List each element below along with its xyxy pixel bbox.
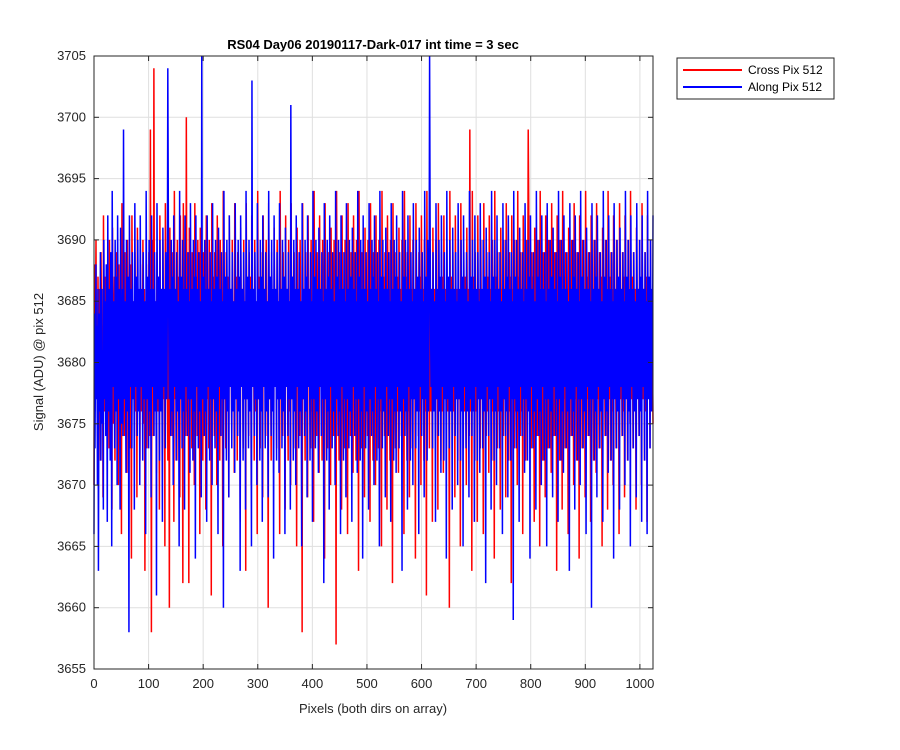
legend-entry-cross-pix-512: Cross Pix 512 <box>748 63 823 77</box>
x-tick-label: 700 <box>465 676 487 691</box>
x-tick-label: 500 <box>356 676 378 691</box>
y-axis-label: Signal (ADU) @ pix 512 <box>31 293 46 431</box>
x-tick-label: 600 <box>411 676 433 691</box>
chart-title: RS04 Day06 20190117-Dark-017 int time = … <box>227 37 519 52</box>
series-line-along-pix-512 <box>93 55 654 633</box>
y-tick-label: 3695 <box>57 171 86 186</box>
x-tick-label: 400 <box>302 676 324 691</box>
x-tick-label: 100 <box>138 676 160 691</box>
y-tick-label: 3690 <box>57 232 86 247</box>
series-group <box>93 55 654 645</box>
y-tick-label: 3670 <box>57 477 86 492</box>
x-axis-label: Pixels (both dirs on array) <box>299 701 447 716</box>
y-tick-label: 3660 <box>57 600 86 615</box>
legend-box <box>676 57 835 100</box>
x-tick-label: 900 <box>574 676 596 691</box>
x-tick-label: 800 <box>520 676 542 691</box>
x-tick-label: 300 <box>247 676 269 691</box>
y-tick-label: 3675 <box>57 416 86 431</box>
y-tick-label: 3685 <box>57 293 86 308</box>
x-tick-label: 200 <box>192 676 214 691</box>
x-tick-label: 1000 <box>625 676 654 691</box>
y-tick-label: 3680 <box>57 355 86 370</box>
legend: Cross Pix 512 Along Pix 512 <box>676 57 835 100</box>
y-tick-label: 3705 <box>57 48 86 63</box>
y-tick-label: 3665 <box>57 538 86 553</box>
x-tick-label: 0 <box>90 676 97 691</box>
legend-entry-along-pix-512: Along Pix 512 <box>748 80 822 94</box>
axis-ticks: 0 100 200 300 400 500 600 700 800 900 1000 3655 3660… <box>57 48 654 691</box>
y-tick-label: 3700 <box>57 109 86 124</box>
y-tick-label: 3655 <box>57 661 86 676</box>
